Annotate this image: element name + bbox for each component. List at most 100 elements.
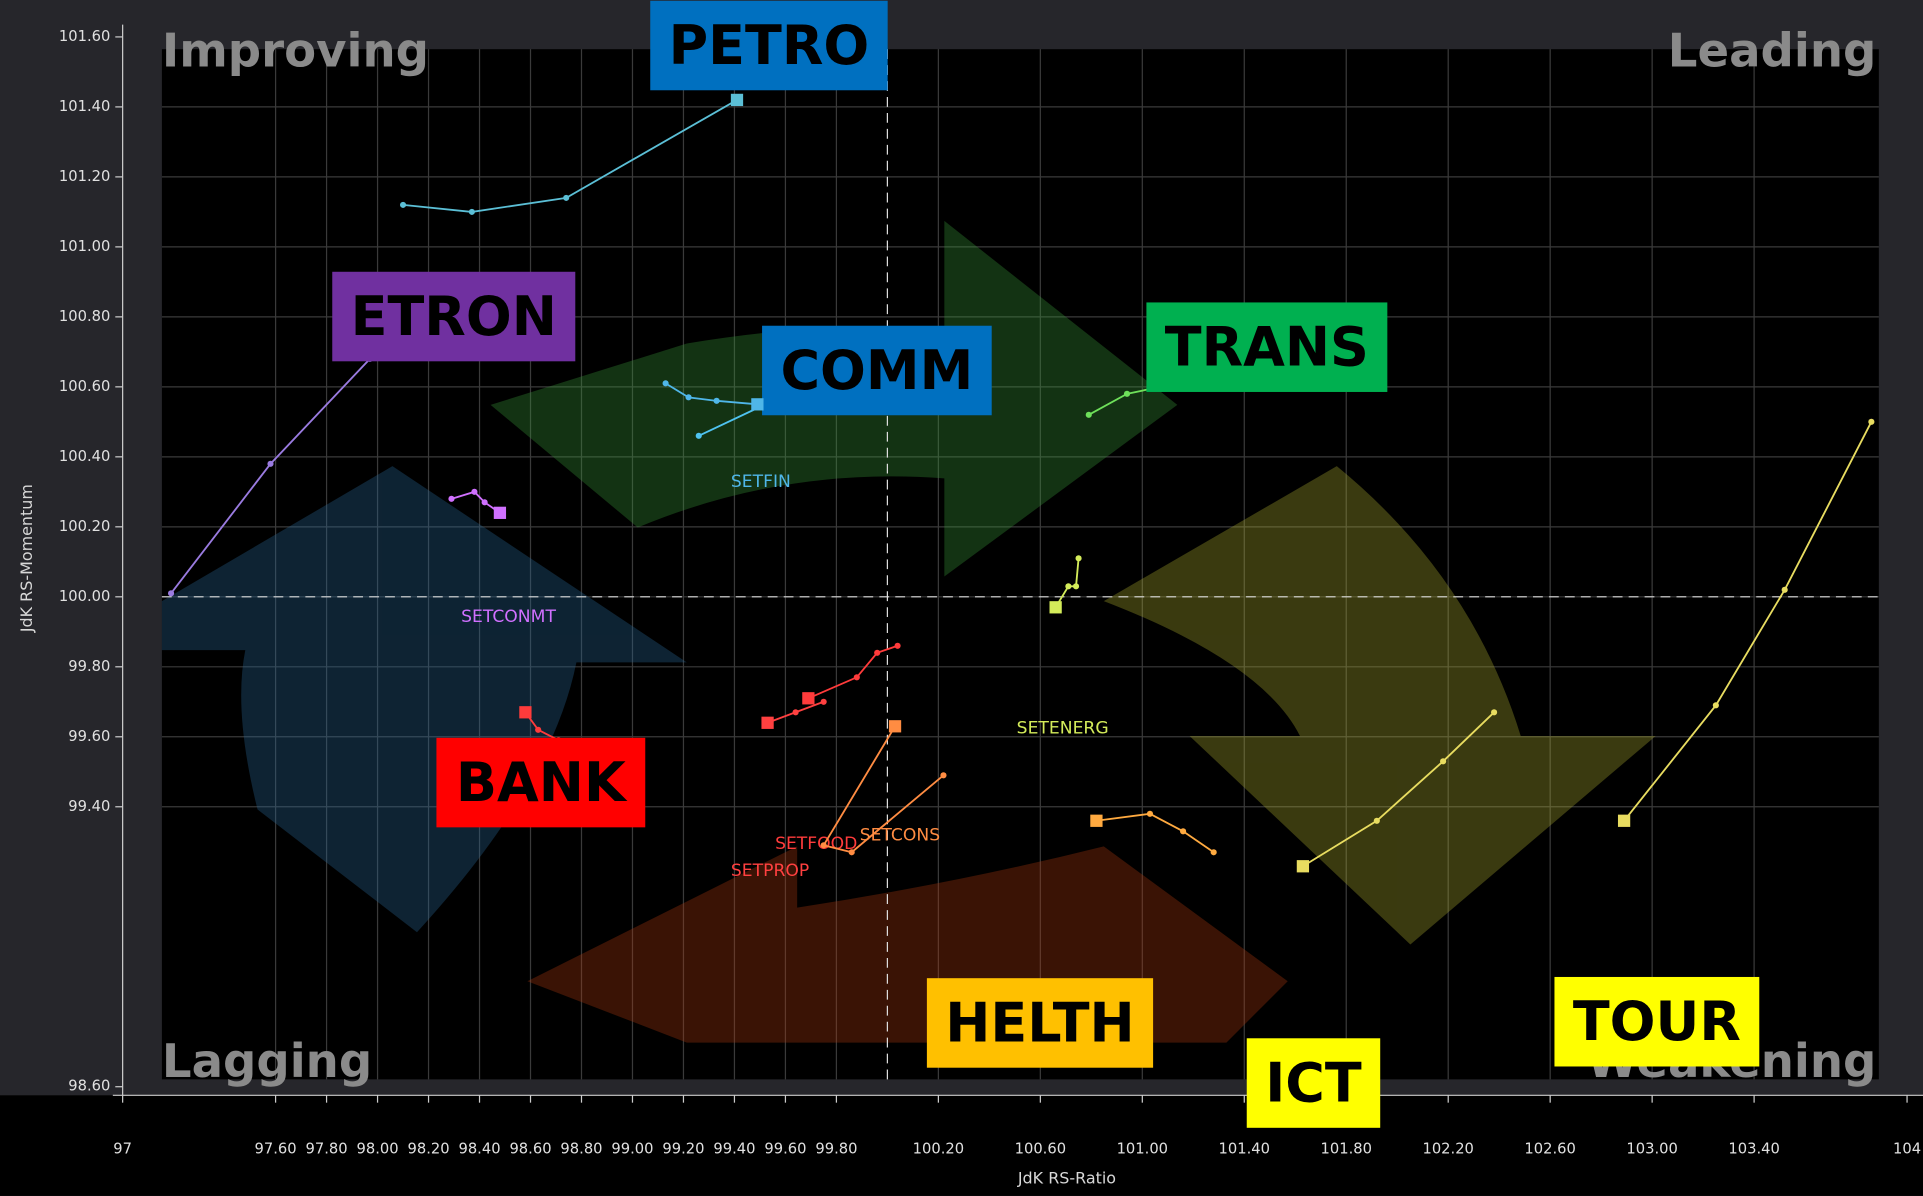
x-tick-label: 100.20 <box>913 1140 964 1157</box>
trail-point <box>400 202 406 208</box>
series-label: BANK <box>456 751 628 814</box>
trail-point <box>1868 419 1874 425</box>
head-marker <box>1090 815 1102 827</box>
trail-point <box>793 709 799 715</box>
y-tick-label: 99.60 <box>68 728 110 745</box>
y-axis-title: JdK RS-Momentum <box>17 484 36 633</box>
head-marker <box>519 706 531 718</box>
quadrant-label: Improving <box>162 24 429 78</box>
y-tick-label: 100.20 <box>59 518 110 535</box>
x-tick-label: 98.60 <box>509 1140 551 1157</box>
head-marker <box>731 94 743 106</box>
x-tick-label: 98.00 <box>357 1140 399 1157</box>
page: Improving Leading Lagging Weakening JdK … <box>0 0 1923 1196</box>
series-label: SETCONS <box>860 825 940 845</box>
chart: Improving Leading Lagging Weakening JdK … <box>0 0 1923 1196</box>
x-tick-label: 99.20 <box>662 1140 704 1157</box>
trail-point <box>469 209 475 215</box>
x-tick-label: 98.20 <box>407 1140 449 1157</box>
trail-point <box>1782 587 1788 593</box>
y-tick-label: 100.80 <box>59 308 110 325</box>
y-tick-label: 98.60 <box>68 1078 110 1095</box>
trail-point <box>1076 555 1082 561</box>
y-tick-label: 100.00 <box>59 588 110 605</box>
series-label: HELTH <box>945 991 1134 1054</box>
trail-point <box>1713 702 1719 708</box>
trail-point <box>895 643 901 649</box>
x-tick-label: 102.20 <box>1422 1140 1473 1157</box>
series-label: ICT <box>1265 1052 1362 1115</box>
y-tick-label: 101.20 <box>59 168 110 185</box>
trail-point <box>874 650 880 656</box>
trail-point <box>849 849 855 855</box>
trail-point <box>685 394 691 400</box>
head-marker <box>889 720 901 732</box>
x-tick-label: 101.80 <box>1321 1140 1372 1157</box>
trail-point <box>482 499 488 505</box>
series-label: ETRON <box>351 285 557 348</box>
trail-point <box>714 398 720 404</box>
trail-point <box>168 590 174 596</box>
series-label: SETENERG <box>1017 719 1109 739</box>
trail-point <box>471 489 477 495</box>
y-tick-label: 99.40 <box>68 798 110 815</box>
x-tick-label: 99.00 <box>611 1140 653 1157</box>
series-label: SETFIN <box>731 472 791 492</box>
head-marker <box>494 507 506 519</box>
x-tick-label: 98.80 <box>560 1140 602 1157</box>
trail-point <box>267 461 273 467</box>
trail-point <box>1086 412 1092 418</box>
x-tick-label: 101.40 <box>1219 1140 1270 1157</box>
x-tick-label: 103.00 <box>1626 1140 1677 1157</box>
quadrant-label: Leading <box>1668 24 1877 78</box>
head-marker <box>1618 815 1630 827</box>
y-tick-label: 101.40 <box>59 98 110 115</box>
x-tick-label: 104 <box>1893 1140 1921 1157</box>
trail-point <box>821 842 827 848</box>
head-marker <box>1050 601 1062 613</box>
x-tick-label: 99.80 <box>815 1140 857 1157</box>
y-tick-label: 100.60 <box>59 378 110 395</box>
series-label: SETCONMT <box>461 607 556 627</box>
x-tick-label: 99.60 <box>764 1140 806 1157</box>
y-tick-label: 101.00 <box>59 238 110 255</box>
y-tick-label: 101.60 <box>59 28 110 45</box>
y-tick-label: 99.80 <box>68 658 110 675</box>
head-marker <box>761 717 773 729</box>
head-marker <box>751 398 763 410</box>
head-marker <box>1297 860 1309 872</box>
x-axis-title: JdK RS-Ratio <box>1017 1169 1116 1188</box>
x-tick-label: 101.00 <box>1117 1140 1168 1157</box>
trail-point <box>663 380 669 386</box>
x-tick-label: 97 <box>113 1140 132 1157</box>
series-label: TOUR <box>1573 990 1741 1053</box>
trail-point <box>1073 583 1079 589</box>
x-tick-label: 100.60 <box>1015 1140 1066 1157</box>
trail-point <box>1065 583 1071 589</box>
trail-point <box>821 699 827 705</box>
trail-point <box>1491 709 1497 715</box>
trail-point <box>535 727 541 733</box>
trail-point <box>1124 391 1130 397</box>
trail-point <box>563 195 569 201</box>
trail-point <box>1440 758 1446 764</box>
x-tick-label: 103.40 <box>1728 1140 1779 1157</box>
x-tick-label: 99.40 <box>713 1140 755 1157</box>
series-label: COMM <box>780 339 973 402</box>
trail-point <box>1374 818 1380 824</box>
trail-point <box>1147 811 1153 817</box>
y-tick-label: 100.40 <box>59 448 110 465</box>
x-tick-label: 97.60 <box>255 1140 297 1157</box>
trail-point <box>1180 828 1186 834</box>
trail-point <box>1211 849 1217 855</box>
trail-point <box>940 772 946 778</box>
trail-point <box>854 674 860 680</box>
series-label: SETPROP <box>731 861 809 881</box>
x-tick-label: 97.80 <box>306 1140 348 1157</box>
quadrant-label: Lagging <box>162 1034 372 1088</box>
trail-point <box>696 433 702 439</box>
series-label: TRANS <box>1165 316 1369 379</box>
head-marker <box>802 692 814 704</box>
trail-point <box>448 496 454 502</box>
x-tick-label: 98.40 <box>458 1140 500 1157</box>
